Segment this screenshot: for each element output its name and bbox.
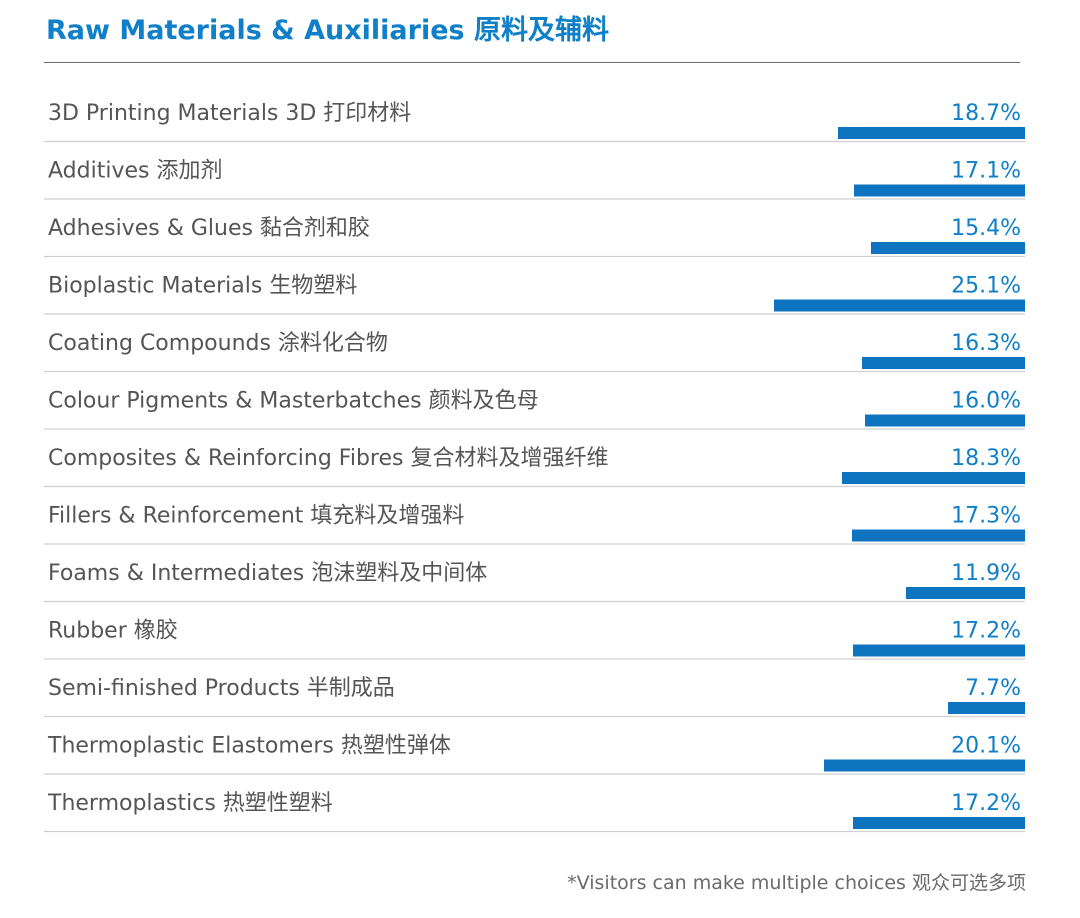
category-label: Thermoplastic Elastomers 热塑性弹体 [47,734,451,759]
bar [853,644,1025,657]
category-label: Colour Pigments & Masterbatches 颜料及色母 [48,389,539,414]
value-label: 16.0% [951,389,1021,414]
bar [838,127,1025,139]
value-label: 15.4% [951,216,1021,241]
bar-row: Coating Compounds 涂料化合物 16.3% [44,331,1025,373]
bar-row: Adhesives & Glues 黏合剂和胶 15.4% [44,216,1025,258]
bar-chart: 3D Printing Materials 3D 打印材料 18.7% Additi… [44,101,1025,833]
bar-row: Colour Pigments & Masterbatches 颜料及色母 16.… [44,389,1025,430]
bar [852,529,1025,542]
bar-row: Foams & Intermediates 泡沫塑料及中间体 11.9% [44,561,1025,603]
title-divider [44,62,1020,63]
value-label: 17.2% [951,791,1021,816]
bar-row: Thermoplastics 热塑性塑料 17.2% [44,791,1025,833]
chart-title: Raw Materials & Auxiliaries 原料及辅料 [46,15,609,46]
category-label: Rubber 橡胶 [48,619,178,644]
bar [865,414,1025,427]
category-label: 3D Printing Materials 3D 打印材料 [48,101,411,126]
category-label: Composites & Reinforcing Fibres 复合材料及增强纤… [48,446,608,471]
value-label: 16.3% [951,331,1021,356]
bar [871,242,1025,254]
bar [948,702,1025,714]
bar-row: Fillers & Reinforcement 填充料及增强料 17.3% [44,504,1025,545]
bar-row: 3D Printing Materials 3D 打印材料 18.7% [44,101,1025,143]
value-label: 20.1% [951,734,1021,759]
category-label: Foams & Intermediates 泡沫塑料及中间体 [48,561,487,586]
bar-row: Additives 添加剂 17.1% [44,159,1025,200]
bar [824,759,1025,772]
bar [854,184,1025,197]
bar-row: Composites & Reinforcing Fibres 复合材料及增强纤… [44,446,1025,488]
value-label: 17.1% [951,159,1021,184]
bar [862,357,1025,369]
category-label: Coating Compounds 涂料化合物 [48,331,388,356]
bar-row: Semi-finished Products 半制成品 7.7% [44,676,1025,718]
bar-row: Bioplastic Materials 生物塑料 25.1% [44,274,1025,315]
value-label: 17.3% [951,504,1021,529]
value-label: 7.7% [965,676,1021,701]
category-label: Bioplastic Materials 生物塑料 [48,274,357,299]
category-label: Additives 添加剂 [48,159,222,184]
footnote: *Visitors can make multiple choices 观众可选… [567,872,1026,894]
bar [774,299,1025,312]
bar [853,817,1025,829]
category-label: Fillers & Reinforcement 填充料及增强料 [48,504,464,529]
bar-row: Rubber 橡胶 17.2% [44,619,1025,660]
value-label: 18.7% [951,101,1021,126]
value-label: 25.1% [951,274,1021,299]
value-label: 18.3% [951,446,1021,471]
bar [842,472,1025,484]
bar-row: Thermoplastic Elastomers 热塑性弹体 20.1% [44,734,1025,775]
category-label: Thermoplastics 热塑性塑料 [47,791,333,816]
bar [906,587,1025,599]
value-label: 17.2% [951,619,1021,644]
value-label: 11.9% [951,561,1021,586]
category-label: Adhesives & Glues 黏合剂和胶 [48,216,370,241]
category-label: Semi-finished Products 半制成品 [48,676,395,701]
